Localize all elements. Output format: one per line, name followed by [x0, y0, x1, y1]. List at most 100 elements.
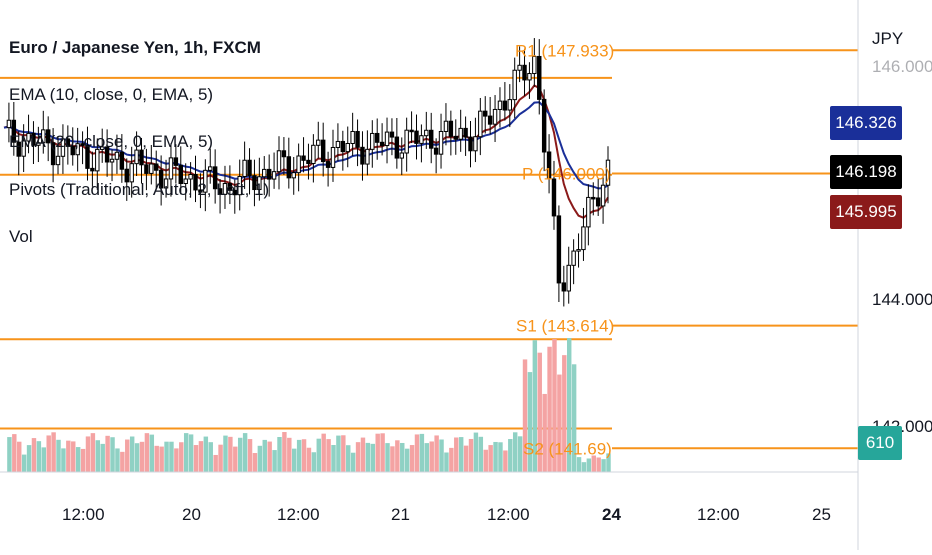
- volume-bars: [7, 338, 611, 472]
- candle-body: [365, 148, 370, 165]
- volume-bar: [233, 446, 238, 472]
- volume-bar: [552, 339, 557, 472]
- pivot-label: S2 (141.69): [523, 439, 612, 458]
- volume-bar: [164, 441, 169, 472]
- volume-bar: [169, 441, 174, 472]
- candle-body: [370, 132, 375, 150]
- volume-bar: [228, 436, 233, 472]
- volume-bar: [21, 454, 27, 472]
- candle-body: [399, 152, 404, 159]
- candle-body: [286, 156, 292, 179]
- volume-bar: [512, 432, 518, 472]
- time-tick-label: 12:00: [487, 505, 530, 524]
- candle-body: [438, 130, 444, 155]
- volume-bar: [71, 441, 76, 472]
- volume-bar: [188, 434, 194, 472]
- candle-body: [379, 141, 385, 147]
- volume-bar: [522, 359, 528, 472]
- volume-bar: [213, 454, 218, 472]
- volume-bar: [36, 441, 42, 472]
- candle-body: [487, 115, 493, 125]
- candle-body: [16, 141, 21, 157]
- candle-body: [237, 175, 242, 196]
- ema10-line: [3, 84, 609, 219]
- candle-body: [271, 171, 277, 180]
- volume-bar: [115, 448, 120, 472]
- volume-bar: [527, 372, 533, 472]
- volume-bar: [100, 443, 105, 472]
- candle-body: [90, 167, 95, 172]
- pivot-label: R1 (147.933): [515, 41, 614, 60]
- volume-bar: [134, 443, 140, 472]
- time-tick-label: 20: [182, 505, 201, 524]
- volume-bar: [242, 433, 248, 472]
- last-price-tag: 146.198: [830, 155, 902, 189]
- ema10-price-tag: 145.995: [830, 195, 902, 229]
- candle-body: [605, 159, 611, 186]
- symbol-title[interactable]: Euro / Japanese Yen, 1h, FXCM: [9, 38, 261, 57]
- candle-body: [453, 135, 458, 140]
- time-tick-label: 25: [812, 505, 831, 524]
- volume-bar: [7, 437, 12, 472]
- ema20-legend[interactable]: EMA (20, close, 0, EMA, 5): [9, 132, 214, 151]
- candle-body: [95, 148, 100, 172]
- volume-bar: [488, 445, 493, 472]
- candle-body: [320, 139, 326, 163]
- candle-body: [345, 143, 350, 153]
- time-tick-label: 12:00: [62, 505, 105, 524]
- candle-body: [188, 173, 193, 180]
- candle-body: [458, 127, 463, 140]
- candle-body: [36, 142, 41, 146]
- volume-bar: [571, 364, 577, 472]
- candle-body: [168, 157, 174, 180]
- volume-bar: [301, 439, 307, 472]
- volume-bar: [61, 448, 66, 472]
- candle-body: [134, 149, 139, 165]
- candle-body: [193, 173, 198, 191]
- volume-bar: [90, 433, 96, 472]
- volume-bar: [370, 443, 376, 472]
- volume-bar: [66, 440, 71, 472]
- candle-body: [173, 157, 179, 166]
- candle-body: [325, 161, 331, 168]
- volume-bar: [434, 435, 439, 472]
- ema10-legend[interactable]: EMA (10, close, 0, EMA, 5): [9, 85, 214, 104]
- volume-legend[interactable]: Vol: [9, 227, 33, 246]
- candle-body: [55, 155, 61, 166]
- candle-body: [198, 189, 203, 193]
- candle-body: [586, 196, 591, 228]
- volume-bar: [365, 442, 371, 472]
- volume-bar: [508, 439, 513, 472]
- volume-bar: [120, 451, 125, 472]
- volume-bar: [129, 436, 135, 472]
- candle-body: [227, 183, 233, 191]
- volume-bar: [478, 436, 484, 472]
- volume-bar: [154, 445, 159, 472]
- volume-bar: [267, 441, 272, 472]
- candle-body: [11, 119, 17, 143]
- volume-bar: [306, 447, 312, 472]
- candle-body: [109, 158, 115, 163]
- volume-bar: [360, 437, 366, 472]
- volume-bar: [498, 442, 503, 472]
- volume-bar: [355, 442, 361, 472]
- candle-body: [158, 169, 164, 189]
- candle-body: [60, 138, 66, 157]
- candle-body: [595, 197, 601, 207]
- candle-body: [119, 151, 125, 170]
- volume-bar: [159, 446, 164, 472]
- pivots-legend[interactable]: Pivots (Traditional, Auto, 2, Left, 1): [9, 180, 270, 199]
- candle-body: [507, 99, 513, 111]
- candle-body: [99, 146, 105, 150]
- candle-body: [394, 136, 400, 159]
- candle-body: [178, 164, 183, 185]
- volume-bar: [277, 437, 282, 472]
- volume-bar: [404, 448, 410, 472]
- candle-body: [512, 69, 517, 101]
- candle-body: [163, 178, 169, 189]
- volume-bar: [311, 452, 317, 472]
- volume-bar: [463, 445, 469, 472]
- volume-bar: [400, 442, 405, 472]
